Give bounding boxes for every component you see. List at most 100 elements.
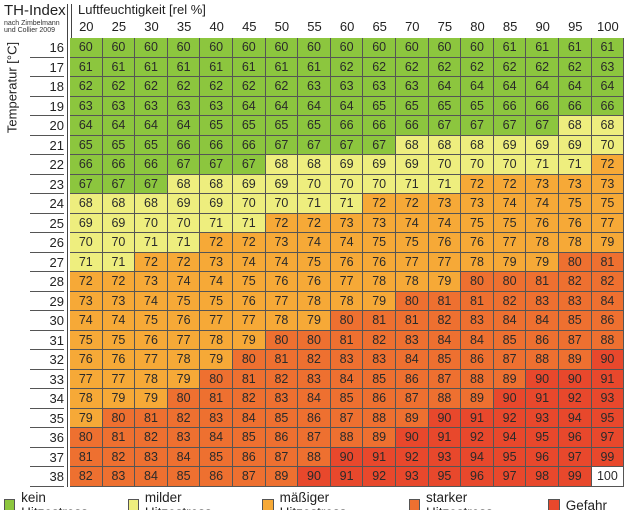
- heatmap-cell: 81: [200, 389, 233, 409]
- heatmap-cell: 72: [396, 194, 429, 214]
- heatmap-cell: 85: [200, 447, 233, 467]
- heatmap-cell: 77: [396, 252, 429, 272]
- chart-title: TH-Index: [4, 2, 66, 19]
- heatmap-cell: 61: [298, 57, 331, 77]
- heatmap-cell: 66: [591, 96, 625, 116]
- heatmap-cell: 76: [265, 272, 299, 292]
- heatmap-cell: 75: [167, 291, 201, 311]
- heatmap-cell: 67: [428, 116, 462, 136]
- heatmap-cell: 87: [265, 447, 299, 467]
- heatmap-cell: 76: [135, 330, 168, 350]
- heatmap-cell: 90: [330, 447, 364, 467]
- legend: kein Hitzestress milder Hitzestress mäßige…: [4, 490, 627, 510]
- heatmap-cell: 64: [559, 77, 592, 97]
- heatmap-cell: 76: [233, 291, 266, 311]
- heatmap-cell: 60: [233, 38, 266, 58]
- heatmap-cell: 97: [493, 467, 527, 487]
- heatmap-cell: 75: [298, 252, 331, 272]
- heatmap-cell: 65: [135, 135, 168, 155]
- heatmap-cell: 62: [396, 57, 429, 77]
- heatmap-cell: 81: [591, 252, 625, 272]
- row-header: 20: [30, 116, 64, 136]
- heatmap-cell: 61: [70, 57, 103, 77]
- heatmap-cell: 86: [396, 369, 429, 389]
- heatmap-cell: 72: [591, 155, 625, 175]
- heatmap-cell: 93: [526, 408, 559, 428]
- heatmap-cell: 75: [396, 233, 429, 253]
- heatmap-cell: 89: [559, 350, 592, 370]
- row-header: 24: [30, 194, 64, 214]
- heatmap-cell: 61: [559, 38, 592, 58]
- heatmap-cell: 79: [298, 311, 331, 331]
- heatmap-cell: 73: [363, 213, 396, 233]
- heatmap-cell: 69: [363, 155, 396, 175]
- heatmap-cell: 80: [330, 311, 364, 331]
- column-header: 25: [111, 19, 127, 34]
- heatmap-cell: 76: [102, 350, 136, 370]
- heatmap-cell: 64: [265, 96, 299, 116]
- heatmap-cell: 65: [233, 116, 266, 136]
- heatmap-cell: 85: [330, 389, 364, 409]
- heatmap-cell: 72: [200, 233, 233, 253]
- legend-item: Gefahr: [547, 490, 607, 510]
- heatmap-cell: 87: [493, 350, 527, 370]
- heatmap-cell: 73: [200, 252, 233, 272]
- heatmap-cell: 74: [167, 272, 201, 292]
- heatmap-cell: 68: [70, 194, 103, 214]
- column-header: 40: [209, 19, 224, 34]
- heatmap-cell: 74: [200, 272, 233, 292]
- heatmap-cell: 75: [591, 194, 625, 214]
- heatmap-cell: 64: [135, 116, 168, 136]
- heatmap-cell: 70: [70, 233, 103, 253]
- column-header: 75: [437, 19, 453, 34]
- legend-swatch: [127, 499, 139, 510]
- heatmap-cell: 71: [135, 233, 168, 253]
- heatmap-cell: 70: [265, 194, 299, 214]
- heatmap-cell: 64: [102, 116, 136, 136]
- legend-swatch: [4, 499, 16, 510]
- row-header: 29: [30, 292, 64, 311]
- heatmap-cell: 86: [233, 447, 266, 467]
- heatmap-cell: 62: [526, 57, 559, 77]
- heatmap-cell: 77: [428, 252, 462, 272]
- heatmap-cell: 84: [330, 369, 364, 389]
- heatmap-cell: 67: [70, 174, 103, 194]
- heatmap-cell: 90: [493, 389, 527, 409]
- heatmap-cell: 92: [493, 408, 527, 428]
- heatmap-cell: 67: [461, 116, 494, 136]
- heatmap-cell: 66: [363, 116, 396, 136]
- heatmap-cell: 82: [363, 330, 396, 350]
- heatmap-cell: 64: [461, 77, 494, 97]
- heatmap-cell: 83: [102, 467, 136, 487]
- heatmap-cell: 86: [461, 350, 494, 370]
- heatmap-cell: 78: [265, 311, 299, 331]
- heatmap-cell: 72: [363, 194, 396, 214]
- heatmap-cell: 88: [461, 369, 494, 389]
- heatmap-cell: 90: [559, 369, 592, 389]
- heatmap-cell: 65: [70, 135, 103, 155]
- heatmap-cell: 71: [526, 155, 559, 175]
- heatmap-cell: 77: [102, 369, 136, 389]
- heatmap-cell: 75: [233, 272, 266, 292]
- heatmap-cell: 62: [559, 57, 592, 77]
- chart-subtitle: nach Zimbelmann und Collier 2009: [4, 20, 60, 34]
- heatmap-cell: 80: [298, 330, 331, 350]
- column-header: 95: [568, 19, 583, 34]
- heatmap-cell: 87: [298, 428, 331, 448]
- heatmap-cell: 75: [135, 311, 168, 331]
- heatmap-cell: 94: [493, 428, 527, 448]
- legend-label: starker Hitzestress: [425, 490, 493, 510]
- heatmap-cell: 67: [493, 116, 527, 136]
- heatmap-cell: 79: [167, 369, 201, 389]
- heatmap-cell: 66: [396, 116, 429, 136]
- heatmap-cell: 61: [200, 57, 233, 77]
- heatmap-cell: 64: [591, 77, 625, 97]
- heatmap-cell: 77: [70, 369, 103, 389]
- heatmap-cell: 60: [396, 38, 429, 58]
- heatmap-cell: 62: [461, 57, 494, 77]
- heatmap-cell: 62: [428, 57, 462, 77]
- heatmap-cell: 77: [167, 330, 201, 350]
- row-header: 17: [30, 58, 64, 77]
- heatmap-cell: 80: [200, 369, 233, 389]
- heatmap-cell: 79: [428, 272, 462, 292]
